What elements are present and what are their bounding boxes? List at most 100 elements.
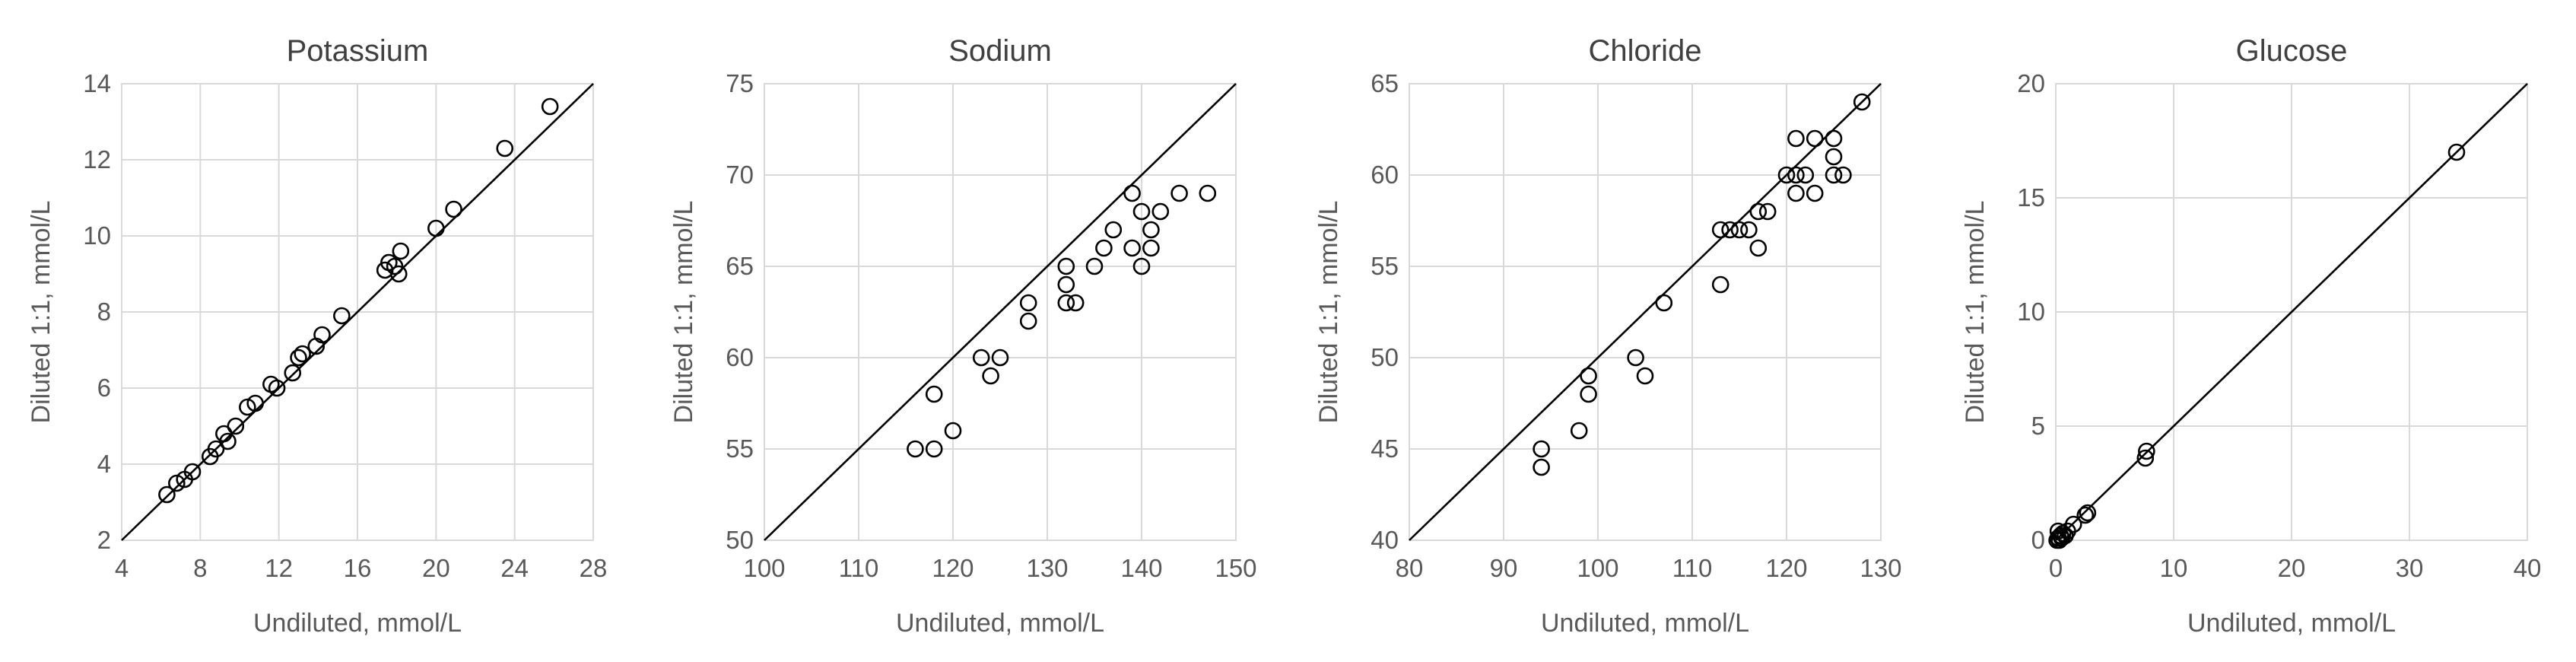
potassium-data-point <box>246 394 264 412</box>
potassium-x-tick-label: 20 <box>422 554 450 582</box>
chloride-x-tick-label: 100 <box>1577 554 1618 582</box>
glucose-y-tick-label: 5 <box>2031 412 2045 440</box>
sodium-data-point <box>1123 239 1141 257</box>
chloride-chart-title: Chloride <box>1589 34 1702 68</box>
chloride-data-point <box>1834 166 1852 184</box>
chloride-data-point <box>1806 184 1824 202</box>
glucose-y-tick-label: 20 <box>2017 69 2045 97</box>
chloride-chart: 80 90 100 110 120 130 40 45 50 55 60 65 Chloride Undi… <box>1314 34 1902 638</box>
chloride-data-point <box>1627 349 1644 367</box>
potassium-y-tick-label: 14 <box>83 69 111 97</box>
sodium-x-tick-label: 110 <box>839 554 879 582</box>
glucose-data-point <box>2079 504 2097 522</box>
sodium-y-tick-label: 75 <box>726 69 754 97</box>
chloride-data-point <box>1636 367 1654 385</box>
chloride-data-point <box>1721 221 1739 239</box>
chloride-x-tick-label: 130 <box>1860 554 1901 582</box>
chloride-data-point <box>1570 422 1588 440</box>
potassium-y-tick-label: 4 <box>97 450 111 478</box>
chloride-y-tick-label: 50 <box>1371 343 1399 371</box>
sodium-chart: 100 110 120 130 140 150 50 55 60 65 70 75 Sodium Undi… <box>669 34 1257 638</box>
potassium-x-tick-label: 24 <box>500 554 529 582</box>
chloride-data-point <box>1825 129 1843 148</box>
chloride-data-point <box>1758 202 1777 221</box>
glucose-data-point <box>2138 442 2155 460</box>
glucose-x-axis-label: Undiluted, mmol/L <box>2187 609 2396 638</box>
potassium-data-point <box>158 485 176 504</box>
potassium-data-point <box>541 97 559 116</box>
sodium-data-point <box>1199 184 1217 202</box>
chloride-plot-frame <box>1409 83 1882 541</box>
sodium-data-point <box>991 349 1009 367</box>
sodium-data-point <box>1066 294 1085 312</box>
sodium-data-point <box>925 385 943 403</box>
potassium-data-point <box>389 265 408 283</box>
chloride-data-point <box>1740 221 1758 239</box>
chloride-data-point <box>1711 221 1730 239</box>
sodium-chart-title: Sodium <box>948 34 1052 68</box>
chloride-y-tick-label: 60 <box>1371 161 1399 189</box>
chloride-data-point <box>1533 458 1550 476</box>
sodium-x-tick-label: 130 <box>1026 554 1068 582</box>
potassium-x-tick-label: 8 <box>193 554 207 582</box>
chloride-y-axis-label: Diluted 1:1, mmol/L <box>1314 201 1343 424</box>
potassium-data-point <box>207 440 225 458</box>
potassium-chart-title: Potassium <box>287 34 429 68</box>
potassium-x-tick-label: 12 <box>265 554 293 582</box>
chloride-data-point <box>1787 184 1805 202</box>
glucose-chart-title: Glucose <box>2236 34 2348 68</box>
sodium-data-point <box>1085 257 1104 275</box>
sodium-data-point <box>1019 312 1037 330</box>
sodium-data-point <box>925 440 943 458</box>
sodium-data-point <box>982 367 999 385</box>
potassium-data-point <box>183 463 202 481</box>
glucose-data-point <box>2064 515 2082 533</box>
potassium-data-point <box>284 364 302 382</box>
chloride-data-point <box>1787 166 1805 184</box>
glucose-y-axis-label: Diluted 1:1, mmol/L <box>1961 201 1990 424</box>
potassium-y-tick-label: 10 <box>83 221 111 250</box>
potassium-data-point <box>290 349 307 367</box>
glucose-chart: 0 10 20 30 40 0 5 10 15 20 Glucose Undiluted, mmol/… <box>1961 34 2541 638</box>
chloride-y-tick-label: 40 <box>1371 526 1399 554</box>
potassium-data-point <box>496 139 514 158</box>
sodium-data-point <box>1142 221 1160 239</box>
glucose-y-tick-label: 15 <box>2017 183 2045 212</box>
potassium-data-point <box>445 200 462 218</box>
glucose-plot-frame <box>2055 83 2528 541</box>
glucose-identity-line <box>2055 83 2528 541</box>
sodium-x-tick-label: 150 <box>1215 554 1256 582</box>
potassium-data-point <box>392 242 410 260</box>
sodium-data-point <box>1142 239 1160 257</box>
potassium-y-tick-label: 2 <box>97 526 111 554</box>
potassium-data-point <box>227 417 245 435</box>
chloride-data-point <box>1853 93 1871 111</box>
potassium-data-point <box>239 398 256 416</box>
chloride-data-point <box>1711 275 1730 294</box>
sodium-data-point <box>1132 202 1151 221</box>
potassium-y-tick-label: 8 <box>97 298 111 326</box>
glucose-data-point <box>2076 506 2095 524</box>
sodium-data-point <box>1057 294 1075 312</box>
chloride-y-tick-label: 45 <box>1371 434 1399 463</box>
sodium-data-point <box>944 422 962 440</box>
sodium-identity-line <box>764 83 1237 541</box>
potassium-data-point <box>333 307 351 325</box>
chloride-data-point <box>1787 129 1805 148</box>
chloride-data-point <box>1749 239 1768 257</box>
sodium-data-point <box>1057 257 1075 275</box>
potassium-identity-line <box>121 83 594 541</box>
potassium-plot-frame <box>121 83 594 541</box>
potassium-y-axis-label: Diluted 1:1, mmol/L <box>27 201 56 424</box>
sodium-x-tick-label: 100 <box>743 554 785 582</box>
glucose-x-tick-label: 20 <box>2278 554 2306 582</box>
potassium-x-tick-label: 28 <box>580 554 608 582</box>
chloride-x-axis-label: Undiluted, mmol/L <box>1541 609 1749 638</box>
chloride-data-point <box>1825 148 1843 166</box>
chloride-data-point <box>1730 221 1749 239</box>
chloride-data-point <box>1580 367 1597 385</box>
sodium-x-tick-label: 120 <box>932 554 974 582</box>
chloride-data-point <box>1777 166 1796 184</box>
potassium-data-point <box>168 474 186 492</box>
